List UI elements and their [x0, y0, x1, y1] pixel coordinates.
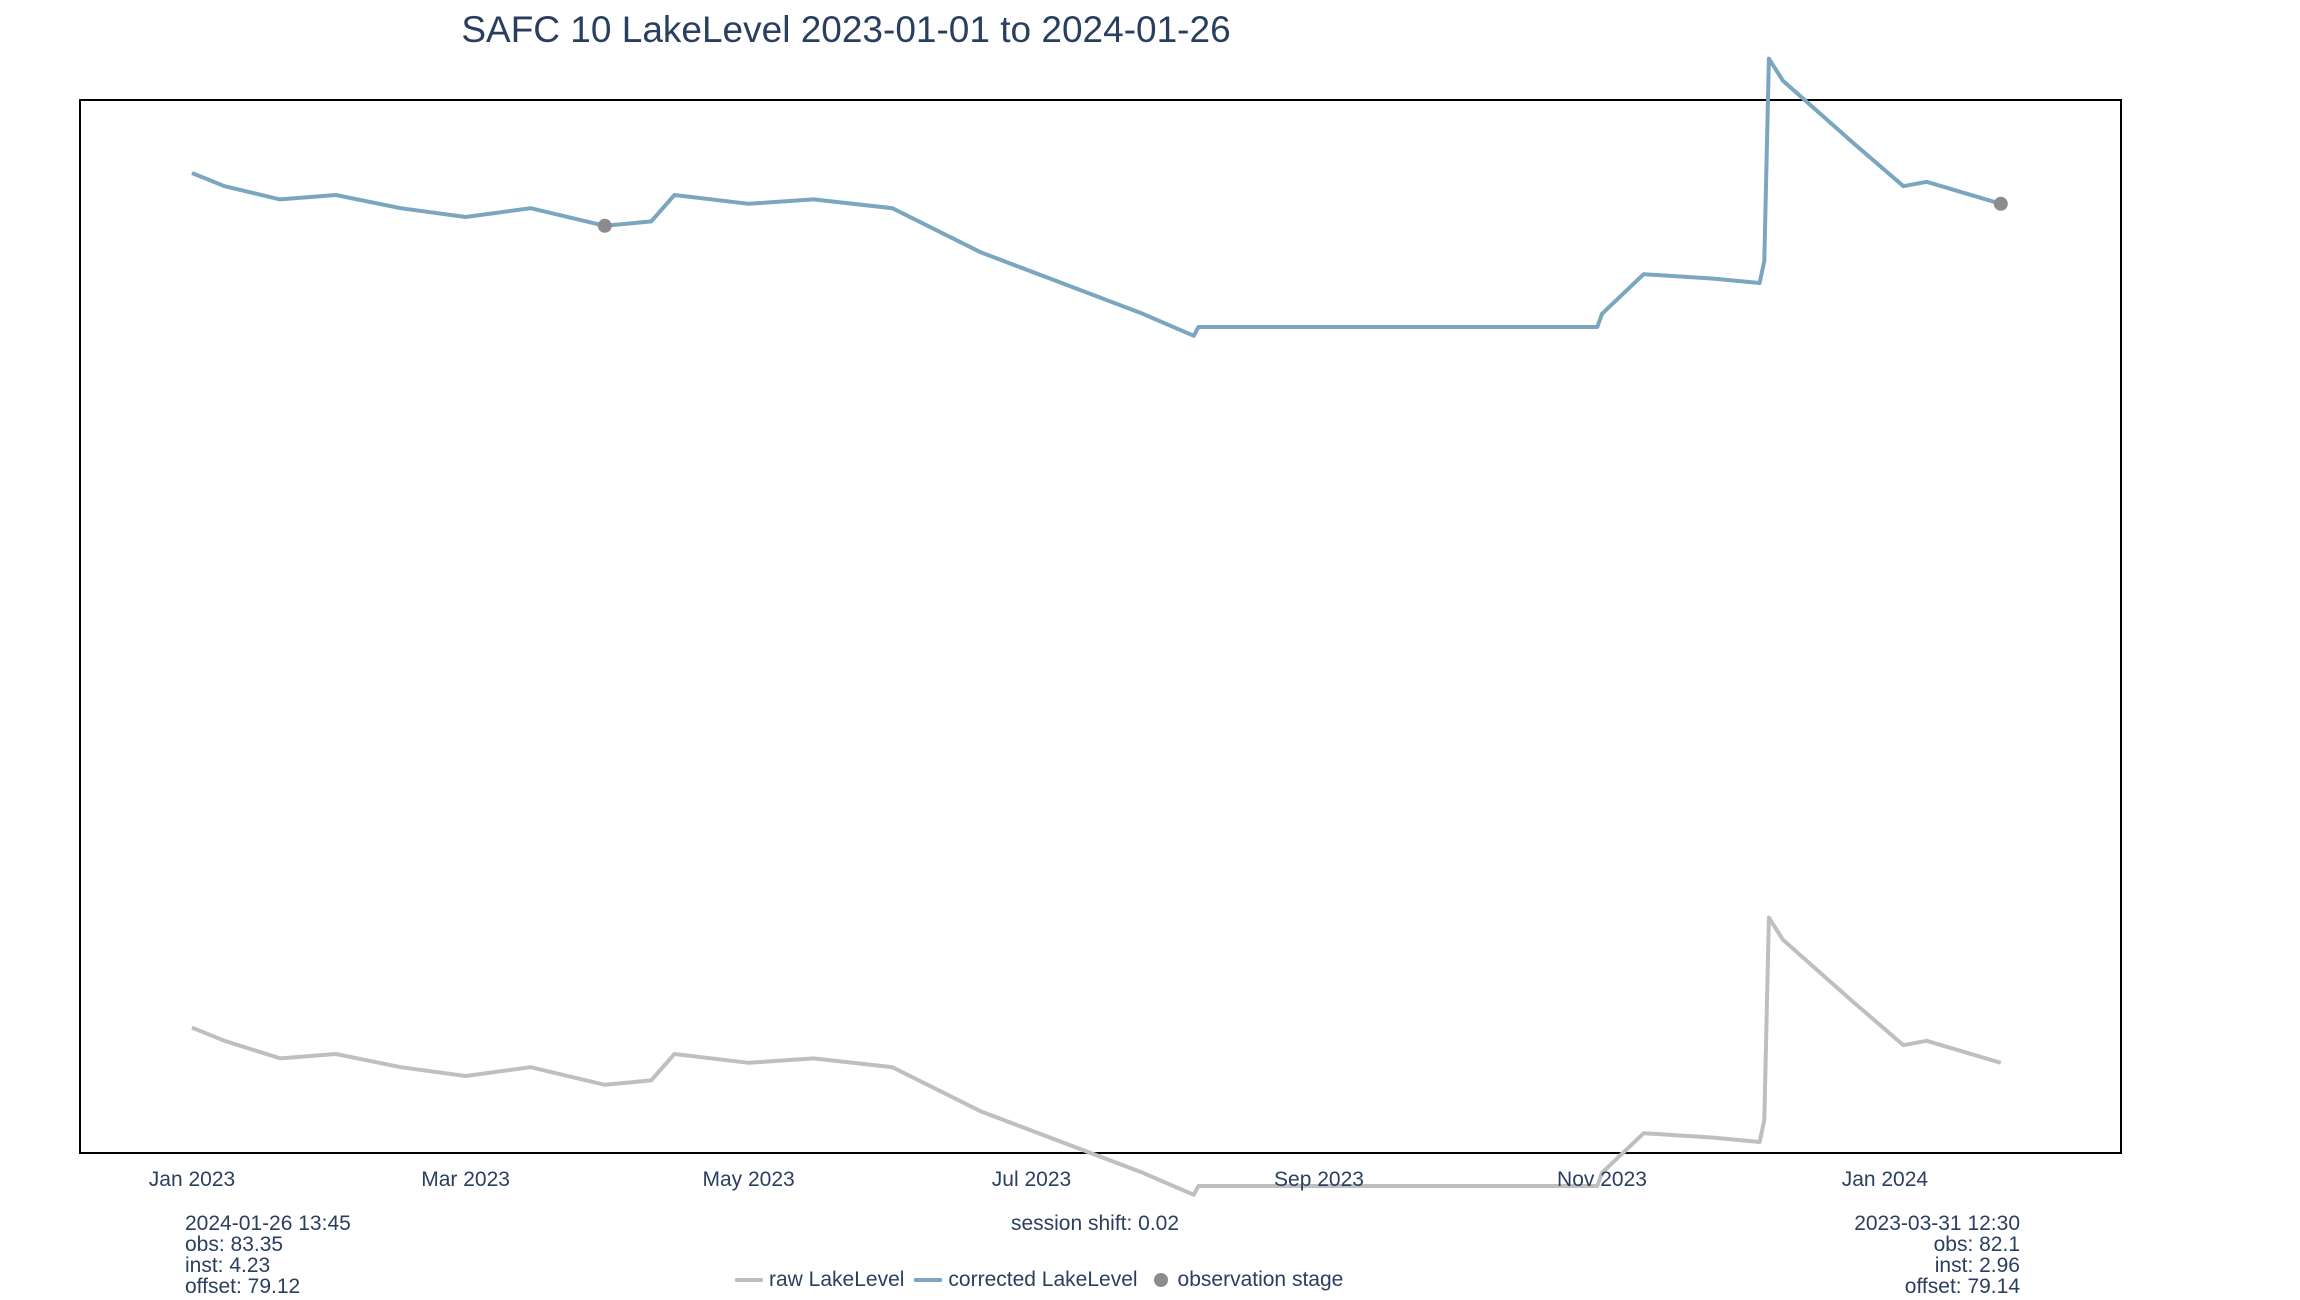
info-right-date: 2023-03-31 12:30: [1854, 1212, 2020, 1235]
x-tick-label: Mar 2023: [421, 1168, 510, 1191]
info-right-offset: offset: 79.14: [1904, 1275, 2020, 1298]
legend-observation-swatch: [1153, 1273, 1168, 1287]
info-right-obs: obs: 82.1: [1933, 1233, 2020, 1256]
x-tick-label: Sep 2023: [1274, 1168, 1364, 1191]
chart-title: SAFC 10 LakeLevel 2023-01-01 to 2024-01-…: [461, 9, 1231, 50]
series-layer: [191, 56, 2002, 1197]
x-tick-label: Jan 2023: [149, 1168, 235, 1191]
observation-layer: [597, 196, 2008, 233]
legend-item-corrected[interactable]: corrected LakeLevel: [914, 1268, 1138, 1292]
x-tick-label: May 2023: [702, 1168, 794, 1191]
info-left-date: 2024-01-26 13:45: [185, 1212, 351, 1235]
session-shift-label: session shift: 0.02: [1010, 1212, 1180, 1235]
info-left: 2024-01-26 13:45 obs: 83.35 inst: 4.23 o…: [185, 1213, 351, 1297]
info-left-offset: offset: 79.12: [185, 1275, 301, 1298]
x-axis-ticks: Jan 2023 Mar 2023 May 2023 Jul 2023 Sep 2023…: [149, 1168, 1929, 1191]
info-left-inst: inst: 4.23: [185, 1254, 271, 1277]
session-shift: session shift: 0.02: [995, 1213, 1195, 1234]
x-tick-label: Nov 2023: [1557, 1168, 1647, 1191]
legend-item-observation[interactable]: observation stage: [1148, 1268, 1344, 1292]
legend-item-raw[interactable]: raw LakeLevel: [735, 1268, 904, 1292]
legend[interactable]: raw LakeLevel corrected LakeLevel observ…: [735, 1268, 1353, 1292]
raw-lakelevel-line: [191, 915, 2002, 1197]
x-tick-label: Jul 2023: [992, 1168, 1071, 1191]
info-right-inst: inst: 2.96: [1934, 1254, 2020, 1277]
info-right: 2023-03-31 12:30 obs: 82.1 inst: 2.96 of…: [1780, 1213, 2020, 1297]
legend-observation-label: observation stage: [1177, 1268, 1344, 1291]
legend-raw-label: raw LakeLevel: [769, 1268, 905, 1291]
observation-point[interactable]: [597, 218, 612, 233]
legend-raw-swatch: [735, 1278, 763, 1282]
plot-frame: [79, 99, 2122, 1154]
x-tick-label: Jan 2024: [1842, 1168, 1929, 1191]
info-left-obs: obs: 83.35: [185, 1233, 284, 1256]
legend-corrected-swatch: [914, 1278, 943, 1282]
corrected-lakelevel-line: [191, 56, 2002, 338]
observation-point[interactable]: [1993, 196, 2008, 211]
legend-corrected-label: corrected LakeLevel: [948, 1268, 1138, 1291]
